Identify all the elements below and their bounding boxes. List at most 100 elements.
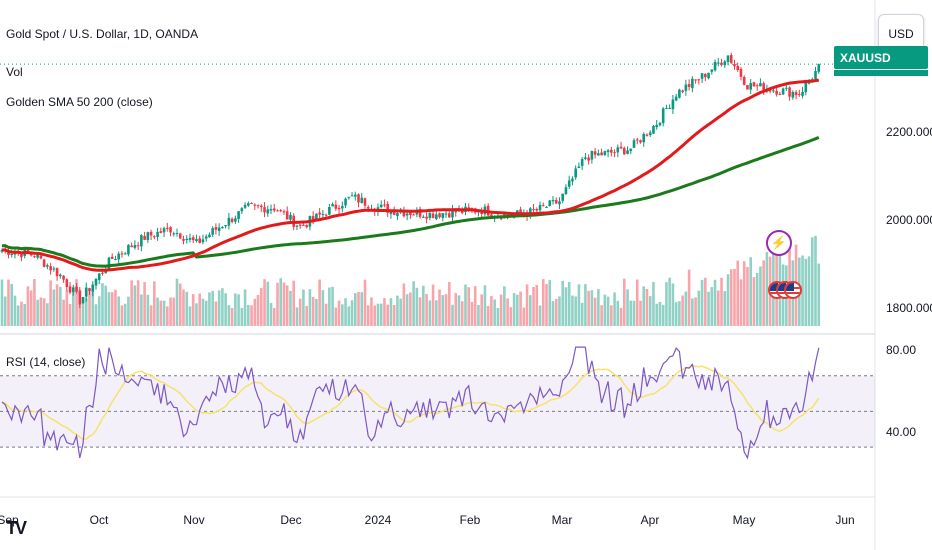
volume-bar — [512, 293, 516, 326]
volume-bar — [671, 283, 675, 326]
candle-body — [438, 213, 441, 218]
candle-body — [282, 211, 286, 213]
volume-bar — [610, 305, 613, 326]
volume-bar — [525, 284, 529, 326]
candle-body — [768, 90, 772, 92]
candle-body — [49, 266, 52, 271]
volume-bar — [373, 305, 377, 326]
volume-bar — [146, 294, 150, 326]
lightning-icon[interactable]: ⚡ — [766, 230, 792, 256]
volume-bar — [165, 306, 169, 326]
candle-body — [593, 151, 597, 155]
rsi-legend[interactable]: RSI (14, close) — [6, 355, 86, 369]
candle-body — [117, 253, 120, 260]
volume-bar — [558, 296, 561, 326]
volume-bar — [140, 294, 143, 326]
candle-body — [814, 70, 817, 80]
candle-body — [198, 238, 202, 243]
volume-bar — [490, 296, 493, 326]
volume-bar — [52, 289, 56, 326]
volume-bar — [470, 301, 474, 326]
volume-bar — [33, 279, 36, 326]
candle-body — [687, 84, 691, 87]
volume-bar — [648, 296, 652, 326]
volume-bar — [405, 294, 409, 326]
symbol-title[interactable]: Gold Spot / U.S. Dollar, 1D, OANDA — [6, 27, 199, 41]
candle-body — [42, 259, 46, 267]
volume-bar — [438, 289, 441, 326]
volume-bar — [496, 307, 500, 326]
volume-bar — [399, 298, 402, 326]
volume-bar — [606, 296, 610, 326]
candle-body — [548, 200, 552, 206]
candle-body — [208, 234, 211, 238]
candle-body — [337, 207, 341, 210]
candle-body — [622, 147, 626, 155]
volume-bar — [20, 301, 23, 326]
volume-bar — [655, 303, 659, 326]
candle-body — [217, 227, 221, 231]
volume-bar — [211, 290, 214, 326]
volume-bar — [392, 304, 396, 326]
candle-body — [418, 208, 422, 217]
candle-body — [214, 227, 218, 230]
volume-bar — [39, 297, 43, 326]
volume-bar — [457, 295, 461, 326]
candle-body — [383, 204, 386, 206]
volume-bar — [759, 266, 762, 326]
symbol-badge-underline — [834, 70, 928, 76]
candle-body — [363, 198, 367, 206]
time-label-oct: Oct — [89, 513, 109, 527]
candle-body — [716, 62, 720, 64]
volume-bar — [272, 307, 276, 326]
candle-body — [713, 61, 717, 71]
candle-body — [52, 268, 56, 270]
volume-bar — [289, 290, 292, 326]
candle-body — [230, 218, 234, 222]
candle-body — [551, 199, 555, 202]
volume-bar — [383, 298, 386, 326]
tradingview-logo[interactable]: TV — [6, 518, 27, 538]
volume-bar — [295, 307, 299, 326]
us-flag-icon[interactable] — [784, 281, 802, 299]
volume-bar — [234, 293, 237, 326]
volume-bar — [629, 300, 633, 326]
volume-bar — [276, 282, 279, 326]
candle-body — [36, 254, 39, 258]
volume-bar — [120, 305, 124, 326]
volume-bar — [94, 304, 98, 326]
volume-bar — [577, 284, 581, 326]
candle-body — [156, 231, 159, 237]
volume-bar — [84, 297, 88, 326]
candle-body — [801, 91, 804, 96]
volume-bar — [324, 303, 328, 326]
volume-bar — [668, 277, 671, 326]
volume-legend[interactable]: Vol — [6, 65, 23, 79]
candle-body — [191, 237, 195, 241]
candle-body — [567, 180, 571, 187]
volume-bar — [486, 305, 490, 326]
sma-legend[interactable]: Golden SMA 50 200 (close) — [6, 95, 153, 109]
volume-bar — [548, 280, 552, 326]
rsi-panel — [0, 346, 875, 460]
volume-bar — [16, 305, 20, 326]
candle-body — [694, 79, 697, 81]
volume-bar — [619, 307, 623, 326]
candle-body — [739, 68, 743, 77]
candle-body — [328, 207, 331, 215]
candle-body — [120, 253, 124, 255]
candle-body — [344, 198, 347, 206]
candle-body — [606, 150, 610, 153]
candle-body — [444, 213, 448, 215]
volume-bar — [357, 292, 360, 326]
volume-bar — [801, 255, 804, 326]
volume-bar — [642, 286, 646, 326]
candle-body — [674, 96, 678, 101]
volume-bar — [613, 292, 616, 326]
volume-bar — [75, 279, 78, 326]
sma-200-line — [1, 136, 820, 268]
candle-body — [645, 134, 649, 136]
volume-bar — [713, 279, 717, 326]
volume-bar — [749, 257, 752, 326]
